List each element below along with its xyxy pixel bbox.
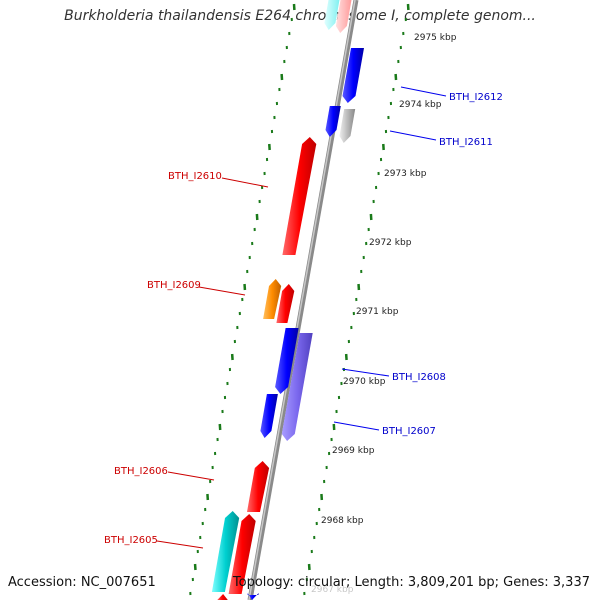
genome-backbone <box>247 0 359 600</box>
gene-label-text[interactable]: BTH_I2606 <box>114 466 168 477</box>
gene-label-BTH_I2610[interactable]: BTH_I2610 <box>168 171 269 188</box>
accession-text: Accession: NC_007651 <box>8 575 156 590</box>
gene-features[interactable] <box>211 0 365 600</box>
gene-BTH_I2608-blue-arrow[interactable] <box>275 328 299 394</box>
gene-label-text[interactable]: BTH_I2609 <box>147 280 201 291</box>
pink-gene-top[interactable] <box>335 0 352 33</box>
gene-label-text[interactable]: BTH_I2612 <box>449 92 503 103</box>
gene-label-BTH_I2607[interactable]: BTH_I2607 <box>333 421 436 437</box>
cyan-gene-top[interactable] <box>324 0 340 30</box>
gene-label-text[interactable]: BTH_I2605 <box>104 535 158 546</box>
kbp-labels: 2975 kbp 2974 kbp 2973 kbp 2972 kbp 2971 kbp… <box>311 33 457 595</box>
kbp-label: 2968 kbp <box>321 516 364 526</box>
kbp-label: 2975 kbp <box>414 33 457 43</box>
red-gene-bottom[interactable] <box>216 594 228 600</box>
kbp-label: 2969 kbp <box>332 446 375 456</box>
kbp-label: 2973 kbp <box>384 169 427 179</box>
gene-BTH_I2605-cyan-arrow[interactable] <box>211 511 240 592</box>
kbp-label: 2974 kbp <box>399 100 442 110</box>
gene-label-text[interactable]: BTH_I2608 <box>392 372 446 383</box>
blue-gene-bottom[interactable] <box>247 593 259 600</box>
kbp-label: 2971 kbp <box>356 307 399 317</box>
gene-label-BTH_I2609[interactable]: BTH_I2609 <box>147 280 246 296</box>
genome-backbone-highlight <box>248 0 356 600</box>
blue-gene-small[interactable] <box>325 106 341 137</box>
kbp-label: 2972 kbp <box>369 238 412 248</box>
gene-BTH_I2605-arrow[interactable] <box>228 514 256 594</box>
gene-callouts[interactable]: BTH_I2612 BTH_I2611 BTH_I2608 BTH_I2607 … <box>104 86 503 549</box>
gene-BTH_I2606-arrow[interactable] <box>247 461 270 512</box>
gene-BTH_I2610-arrow[interactable] <box>282 137 317 255</box>
gene-label-text[interactable]: BTH_I2610 <box>168 171 222 182</box>
gene-BTH_I2609-arrow[interactable] <box>276 284 295 323</box>
genome-summary-text: Topology: circular; Length: 3,809,201 bp… <box>232 575 590 590</box>
gene-label-BTH_I2611[interactable]: BTH_I2611 <box>389 130 493 148</box>
gene-BTH_I2609-orange-arrow[interactable] <box>263 279 282 319</box>
gene-BTH_I2607-arrow[interactable] <box>260 394 278 438</box>
kbp-label: 2967 kbp <box>311 585 354 595</box>
tick-tracks <box>189 3 410 596</box>
gene-label-BTH_I2605[interactable]: BTH_I2605 <box>104 535 204 549</box>
map-title: Burkholderia thailandensis E264 chromoso… <box>64 8 536 24</box>
gene-label-BTH_I2606[interactable]: BTH_I2606 <box>114 466 215 481</box>
gene-label-text[interactable]: BTH_I2607 <box>382 426 436 437</box>
kbp-label: 2970 kbp <box>343 377 386 387</box>
gene-label-BTH_I2612[interactable]: BTH_I2612 <box>400 86 503 103</box>
gene-BTH_I2608-arrow[interactable] <box>281 333 313 441</box>
gene-BTH_I2612-arrow[interactable] <box>342 48 365 103</box>
gene-label-BTH_I2608[interactable]: BTH_I2608 <box>341 368 446 383</box>
gene-BTH_I2611-arrow[interactable] <box>339 109 356 143</box>
gene-label-text[interactable]: BTH_I2611 <box>439 137 493 148</box>
